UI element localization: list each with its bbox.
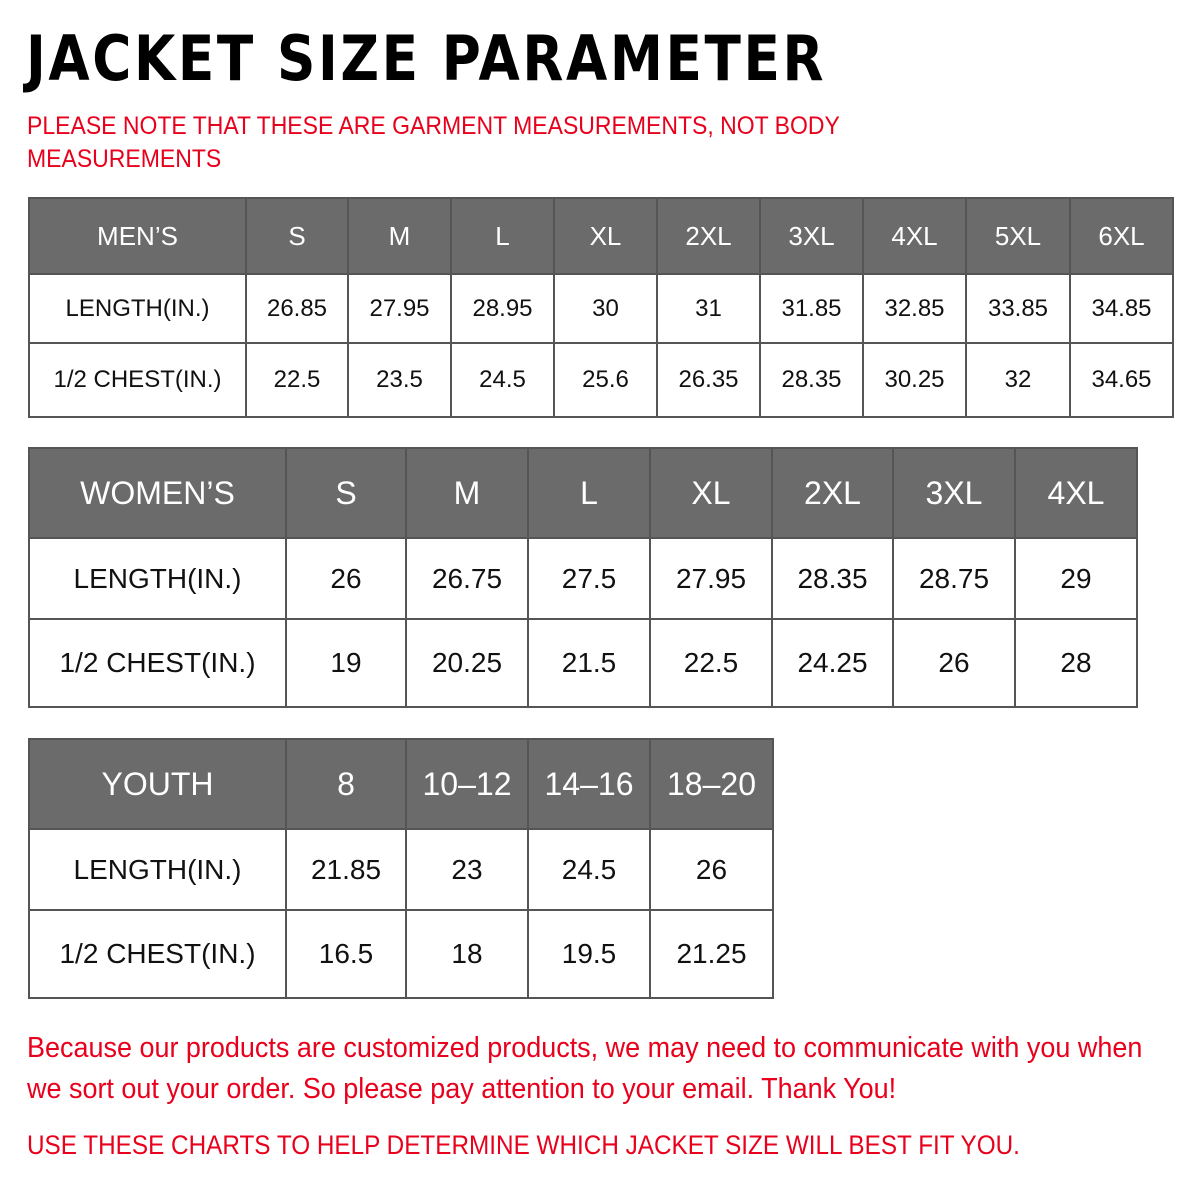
value-cell: 30 [553, 273, 658, 344]
row-label-cell: LENGTH(IN.) [28, 828, 287, 911]
value-cell: 22.5 [245, 342, 349, 418]
size-header-cell: L [450, 197, 555, 275]
row-label-cell: 1/2 CHEST(IN.) [28, 909, 287, 999]
size-header-cell: 2XL [656, 197, 761, 275]
size-header-cell: 18–20 [649, 738, 774, 830]
size-header-cell: S [245, 197, 349, 275]
size-header-cell: 8 [285, 738, 407, 830]
value-cell: 18 [405, 909, 529, 999]
value-cell: 27.95 [649, 537, 773, 620]
value-cell: 20.25 [405, 618, 529, 708]
value-cell: 22.5 [649, 618, 773, 708]
page-title: JACKET SIZE PARAMETER [26, 22, 827, 95]
youth-size-table: YOUTH 8 10–12 14–16 18–20 LENGTH(IN.) 21.85 23 2… [28, 738, 774, 999]
value-cell: 19 [285, 618, 407, 708]
size-header-cell: XL [553, 197, 658, 275]
value-cell: 19.5 [527, 909, 651, 999]
womens-size-table: WOMEN’S S M L XL 2XL 3XL 4XL LENGTH(IN.) 26 26.75 2… [28, 447, 1138, 708]
size-header-cell: 3XL [892, 447, 1016, 539]
table-header-row: WOMEN’S S M L XL 2XL 3XL 4XL [28, 447, 1138, 539]
size-header-cell: 10–12 [405, 738, 529, 830]
value-cell: 26 [892, 618, 1016, 708]
size-header-cell: 4XL [1014, 447, 1138, 539]
value-cell: 28.35 [771, 537, 894, 620]
value-cell: 24.25 [771, 618, 894, 708]
row-label-cell: LENGTH(IN.) [28, 537, 287, 620]
value-cell: 21.85 [285, 828, 407, 911]
size-advice: USE THESE CHARTS TO HELP DETERMINE WHICH… [27, 1130, 1020, 1160]
table-header-row: YOUTH 8 10–12 14–16 18–20 [28, 738, 774, 830]
table-title-cell: YOUTH [28, 738, 287, 830]
value-cell: 31.85 [759, 273, 864, 344]
value-cell: 24.5 [527, 828, 651, 911]
mens-size-table: MEN’S S M L XL 2XL 3XL 4XL 5XL 6XL LENGTH(IN.) 26.8… [28, 197, 1174, 418]
table-row: LENGTH(IN.) 26 26.75 27.5 27.95 28.35 28.75 29 [28, 537, 1138, 620]
value-cell: 26.35 [656, 342, 761, 418]
row-label-cell: LENGTH(IN.) [28, 273, 247, 344]
value-cell: 26.75 [405, 537, 529, 620]
value-cell: 23 [405, 828, 529, 911]
row-label-cell: 1/2 CHEST(IN.) [28, 618, 287, 708]
table-row: LENGTH(IN.) 21.85 23 24.5 26 [28, 828, 774, 911]
value-cell: 34.65 [1069, 342, 1174, 418]
size-header-cell: 3XL [759, 197, 864, 275]
value-cell: 32 [965, 342, 1071, 418]
size-header-cell: 2XL [771, 447, 894, 539]
size-header-cell: 6XL [1069, 197, 1174, 275]
value-cell: 33.85 [965, 273, 1071, 344]
size-header-cell: 5XL [965, 197, 1071, 275]
value-cell: 28.35 [759, 342, 864, 418]
size-header-cell: 14–16 [527, 738, 651, 830]
value-cell: 23.5 [347, 342, 452, 418]
value-cell: 26 [285, 537, 407, 620]
size-header-cell: XL [649, 447, 773, 539]
value-cell: 25.6 [553, 342, 658, 418]
value-cell: 21.25 [649, 909, 774, 999]
value-cell: 27.5 [527, 537, 651, 620]
value-cell: 16.5 [285, 909, 407, 999]
value-cell: 28 [1014, 618, 1138, 708]
measurement-note: PLEASE NOTE THAT THESE ARE GARMENT MEASU… [27, 112, 840, 173]
value-cell: 34.85 [1069, 273, 1174, 344]
value-cell: 29 [1014, 537, 1138, 620]
size-header-cell: L [527, 447, 651, 539]
size-header-cell: S [285, 447, 407, 539]
table-title-cell: MEN’S [28, 197, 247, 275]
value-cell: 32.85 [862, 273, 967, 344]
value-cell: 24.5 [450, 342, 555, 418]
customization-message: Because our products are customized prod… [27, 1032, 1143, 1105]
value-cell: 21.5 [527, 618, 651, 708]
value-cell: 28.95 [450, 273, 555, 344]
table-row: 1/2 CHEST(IN.) 16.5 18 19.5 21.25 [28, 909, 774, 999]
value-cell: 28.75 [892, 537, 1016, 620]
size-header-cell: 4XL [862, 197, 967, 275]
table-header-row: MEN’S S M L XL 2XL 3XL 4XL 5XL 6XL [28, 197, 1174, 275]
table-row: LENGTH(IN.) 26.85 27.95 28.95 30 31 31.85 32.85… [28, 273, 1174, 344]
table-title-cell: WOMEN’S [28, 447, 287, 539]
value-cell: 26 [649, 828, 774, 911]
table-row: 1/2 CHEST(IN.) 22.5 23.5 24.5 25.6 26.35 28.35… [28, 342, 1174, 418]
table-row: 1/2 CHEST(IN.) 19 20.25 21.5 22.5 24.25 26 28 [28, 618, 1138, 708]
value-cell: 31 [656, 273, 761, 344]
value-cell: 26.85 [245, 273, 349, 344]
size-header-cell: M [405, 447, 529, 539]
size-header-cell: M [347, 197, 452, 275]
value-cell: 27.95 [347, 273, 452, 344]
row-label-cell: 1/2 CHEST(IN.) [28, 342, 247, 418]
value-cell: 30.25 [862, 342, 967, 418]
